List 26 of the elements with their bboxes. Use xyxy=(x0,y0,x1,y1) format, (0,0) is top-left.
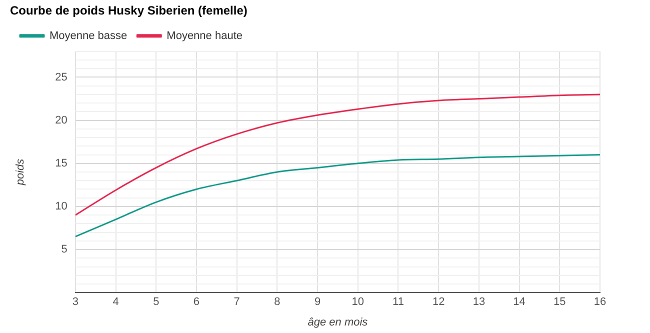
x-tick-label: 15 xyxy=(554,296,566,308)
x-tick-label: 13 xyxy=(472,296,486,308)
x-tick-label: 8 xyxy=(274,296,280,308)
x-tick-label: 4 xyxy=(112,296,119,308)
y-tick-label: 15 xyxy=(55,157,68,170)
x-tick-label: 10 xyxy=(352,296,364,308)
x-tick-label: 3 xyxy=(72,296,78,308)
legend-label: Moyenne haute xyxy=(166,30,243,42)
x-tick-label: 14 xyxy=(513,296,526,308)
line-series xyxy=(75,94,600,216)
x-tick-label: 12 xyxy=(432,296,445,308)
x-axis-title: âge en mois xyxy=(308,316,368,328)
legend-label: Moyenne basse xyxy=(50,30,128,42)
y-tick-label: 10 xyxy=(55,200,68,212)
x-tick-label: 5 xyxy=(153,296,160,308)
y-tick-label: 20 xyxy=(55,114,68,126)
line-series xyxy=(75,154,600,238)
x-tick-label: 9 xyxy=(314,296,321,308)
y-tick-label: 25 xyxy=(55,71,68,84)
x-tick-label: 11 xyxy=(392,296,404,308)
x-tick-label: 16 xyxy=(594,296,606,308)
x-tick-label: 6 xyxy=(193,296,200,308)
y-tick-label: 5 xyxy=(61,244,68,256)
chart-title: Courbe de poids Husky Siberien (femelle) xyxy=(10,4,248,18)
y-axis-title: poids xyxy=(14,158,27,186)
x-tick-label: 7 xyxy=(234,296,240,308)
